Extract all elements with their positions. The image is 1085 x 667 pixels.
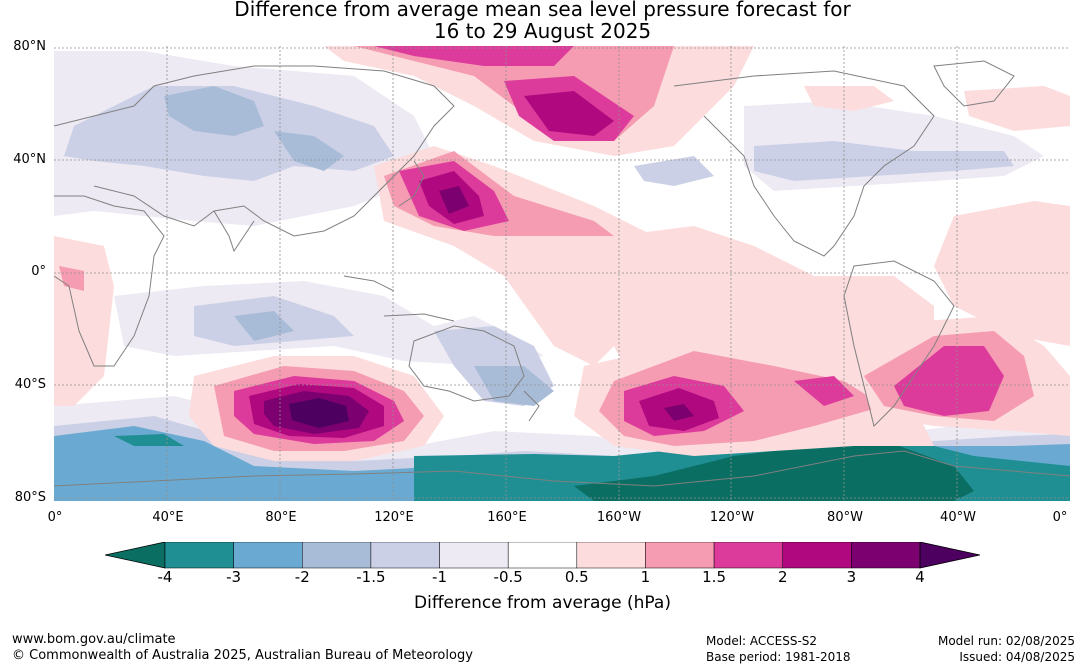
colorbar-tick-label: -1.5 (356, 568, 386, 586)
colorbar-svg (104, 541, 981, 569)
colorbar-tick-label: -0.5 (493, 568, 523, 586)
footer-model-run: Model run: 02/08/2025 (937, 634, 1075, 648)
colorbar-tick-label: 2 (777, 568, 788, 586)
lat-label-80s: 80°S (14, 490, 46, 505)
lon-label-0: 0° (47, 510, 63, 525)
colorbar-tick-label: 1.5 (702, 568, 726, 586)
footer-website[interactable]: www.bom.gov.au/climate (12, 632, 176, 647)
colorbar-left-arrow (104, 541, 166, 569)
footer-issued: Issued: 04/08/2025 (959, 650, 1075, 664)
colorbar-tick-label: -2 (294, 568, 310, 586)
colorbar (104, 541, 981, 572)
lat-label-80n: 80°N (13, 39, 46, 54)
lon-label-120e: 120°E (374, 510, 414, 525)
lon-label-0-end: 0° (1052, 510, 1068, 525)
lon-label-80e: 80°E (265, 510, 297, 525)
map-svg (54, 46, 1070, 501)
gridlines (54, 46, 1070, 501)
colorbar-tick-label: 3 (846, 568, 857, 586)
lat-label-0: 0° (31, 264, 46, 279)
colorbar-tick-label: 0.5 (564, 568, 589, 586)
colorbar-tick-label: 1 (640, 568, 651, 586)
lon-label-80w: 80°W (827, 510, 863, 525)
negative-anomaly-regions-tropics (114, 281, 554, 406)
lon-label-160e: 160°E (487, 510, 527, 525)
colorbar-swatch (782, 541, 852, 569)
colorbar-tick-label: -3 (226, 568, 242, 586)
coastlines (54, 60, 1070, 487)
colorbar-swatch (576, 541, 646, 569)
lon-label-120w: 120°W (709, 510, 755, 525)
map-title-line2: 16 to 29 August 2025 (433, 19, 652, 43)
positive-anomaly-regions (54, 46, 1070, 461)
lon-label-160w: 160°W (596, 510, 642, 525)
footer-copyright: © Commonwealth of Australia 2025, Austra… (12, 648, 473, 663)
colorbar-swatch (851, 541, 921, 569)
colorbar-swatch (507, 541, 578, 569)
colorbar-swatch (233, 541, 303, 569)
footer-model: Model: ACCESS-S2 (706, 634, 818, 648)
colorbar-tick-label: -4 (157, 568, 173, 586)
lat-label-40s: 40°S (14, 377, 46, 392)
colorbar-swatch (713, 541, 783, 569)
footer-base-period: Base period: 1981-2018 (706, 650, 851, 664)
colorbar-swatch (439, 541, 509, 569)
lon-label-40w: 40°W (940, 510, 976, 525)
lat-label-40n: 40°N (13, 152, 46, 167)
colorbar-swatch (645, 541, 715, 569)
map-title-line1: Difference from average mean sea level p… (234, 0, 851, 21)
colorbar-swatch (164, 541, 234, 569)
pressure-anomaly-map (54, 46, 1070, 501)
negative-anomaly-regions-north (54, 51, 1044, 226)
colorbar-label: Difference from average (hPa) (414, 593, 671, 613)
colorbar-right-arrow (919, 541, 981, 569)
colorbar-swatch (302, 541, 372, 569)
colorbar-swatch (370, 541, 440, 569)
lon-label-40e: 40°E (152, 510, 184, 525)
colorbar-tick-label: -1 (432, 568, 448, 586)
colorbar-tick-label: 4 (915, 568, 925, 586)
